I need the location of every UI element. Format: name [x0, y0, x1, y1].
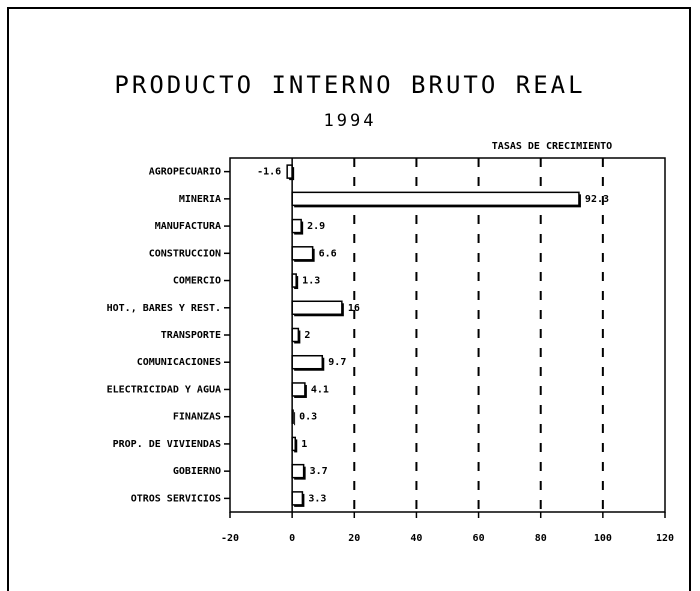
y-tick-label: OTROS SERVICIOS: [131, 493, 221, 504]
x-tick-label: 40: [410, 533, 422, 544]
value-label: 3.7: [310, 466, 328, 477]
x-tick-label: 60: [473, 533, 485, 544]
value-label: 9.7: [328, 357, 346, 368]
x-tick-label: 0: [289, 533, 295, 544]
x-tick-label: 20: [348, 533, 360, 544]
frame: [7, 7, 691, 591]
value-label: 6.6: [319, 248, 337, 259]
value-label: 0.3: [299, 412, 317, 423]
x-tick-label: 80: [535, 533, 547, 544]
value-label: 4.1: [311, 384, 329, 395]
value-label: 2.9: [307, 221, 325, 232]
bar: [291, 300, 343, 316]
y-tick-label: MINERIA: [179, 194, 221, 205]
bar-shadow: [294, 412, 296, 426]
bar: [291, 246, 314, 261]
value-label: 92.3: [585, 194, 609, 205]
bar: [291, 191, 580, 207]
bar: [291, 382, 306, 397]
value-label: 2: [304, 330, 310, 341]
y-tick-label: ELECTRICIDAD Y AGUA: [107, 384, 221, 395]
bar: [291, 354, 324, 370]
y-tick-label: COMUNICACIONES: [137, 357, 221, 368]
bar: [291, 463, 305, 479]
y-tick-label: CONSTRUCCION: [149, 248, 221, 259]
y-tick-label: TRANSPORTE: [161, 330, 221, 341]
value-label: 16: [348, 303, 360, 314]
y-tick-label: PROP. DE VIVIENDAS: [113, 439, 221, 450]
chart-subtitle: 1994: [324, 111, 377, 131]
bar: [291, 327, 300, 343]
x-tick-label: -20: [221, 533, 239, 544]
value-label: 3.3: [308, 493, 326, 504]
value-label: 1: [301, 439, 307, 450]
y-tick-label: FINANZAS: [173, 412, 221, 423]
y-tick-label: HOT., BARES Y REST.: [107, 303, 221, 314]
value-label: -1.6: [257, 167, 281, 178]
y-tick-label: MANUFACTURA: [155, 221, 221, 232]
y-tick-label: COMERCIO: [173, 276, 221, 287]
value-label: 1.3: [302, 276, 320, 287]
y-tick-label: AGROPECUARIO: [149, 167, 221, 178]
x-tick-label: 100: [594, 533, 612, 544]
bar: [291, 218, 302, 234]
bar: [291, 491, 304, 506]
chart-title: PRODUCTO INTERNO BRUTO REAL: [114, 71, 585, 99]
x-tick-label: 120: [656, 533, 674, 544]
y-tick-label: GOBIERNO: [173, 466, 221, 477]
annotation: TASAS DE CRECIMIENTO: [492, 141, 612, 152]
